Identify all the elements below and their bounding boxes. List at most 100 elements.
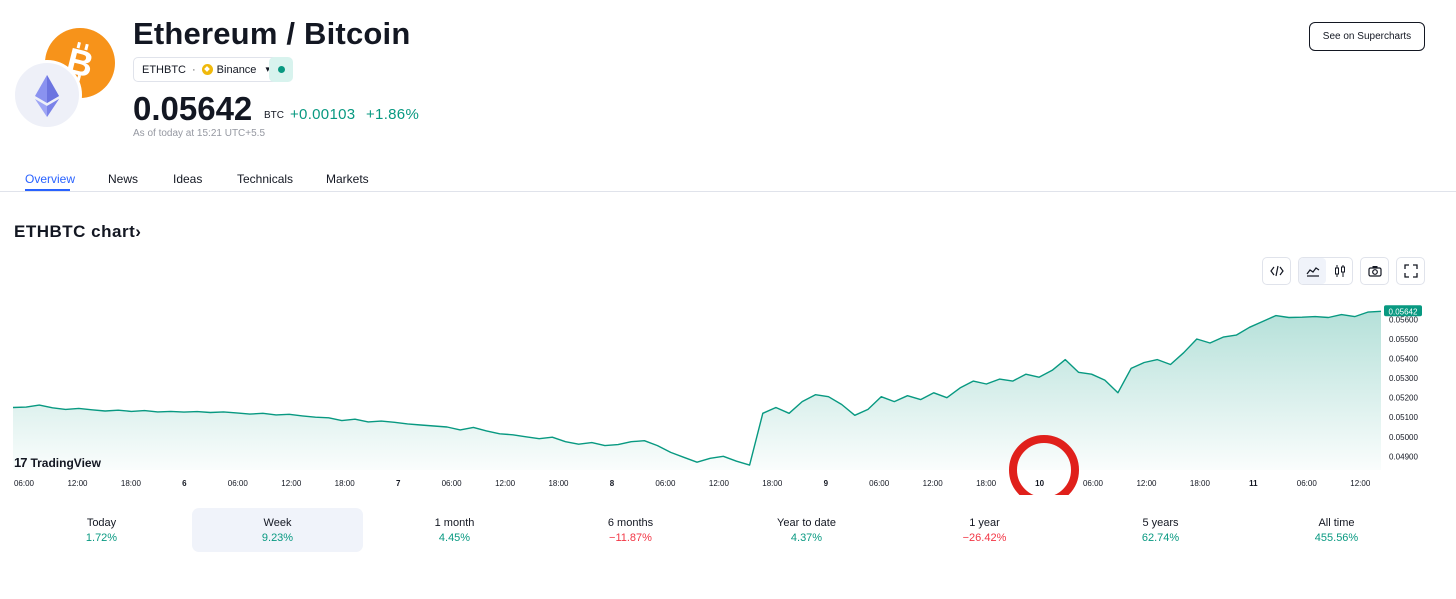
period-5-years[interactable]: 5 years 62.74%: [1075, 508, 1246, 552]
period-value: 4.45%: [438, 532, 471, 544]
last-price: 0.05642: [133, 90, 253, 127]
period-performance-bar: Today 1.72% Week 9.23% 1 month 4.45% 6 m…: [16, 508, 1441, 552]
period-1-month[interactable]: 1 month 4.45%: [369, 508, 540, 552]
camera-icon: [1367, 266, 1382, 277]
x-tick-label: 06:00: [1083, 479, 1104, 488]
x-tick-label: 9: [824, 479, 829, 488]
tab-overview[interactable]: Overview: [25, 172, 76, 186]
period-value: 4.37%: [790, 532, 823, 544]
ethereum-logo: [12, 60, 82, 130]
fullscreen-button[interactable]: [1396, 257, 1425, 285]
x-tick-label: 18:00: [762, 479, 783, 488]
x-tick-label: 06:00: [655, 479, 676, 488]
period-label: 5 years: [1142, 517, 1179, 529]
period-label: Year to date: [777, 517, 836, 529]
tab-markets[interactable]: Markets: [326, 172, 369, 186]
exchange-label: Binance: [216, 63, 257, 76]
chart-heading-link[interactable]: ETHBTC chart›: [14, 222, 141, 242]
x-tick-label: 12:00: [67, 479, 88, 488]
x-tick-label: 12:00: [923, 479, 944, 488]
x-tick-label: 18:00: [548, 479, 569, 488]
period-year-to-date[interactable]: Year to date 4.37%: [721, 508, 892, 552]
price-line: [12, 310, 1382, 466]
embed-code-button[interactable]: [1262, 257, 1291, 285]
y-tick-label: 0.05600: [1389, 316, 1418, 325]
period-label: 1 year: [969, 517, 1000, 529]
chart-heading-text: ETHBTC chart: [14, 222, 136, 241]
y-tick-label: 0.05500: [1389, 335, 1418, 344]
embed-code-icon: [1269, 265, 1284, 277]
binance-icon: [201, 64, 213, 75]
period-value: 455.56%: [1314, 532, 1359, 544]
period-value: 9.23%: [261, 532, 294, 544]
price-change-percent: +1.86%: [366, 106, 420, 123]
x-tick-label: 10: [1035, 479, 1044, 488]
x-tick-label: 6: [182, 479, 187, 488]
x-tick-label: 06:00: [1297, 479, 1318, 488]
period-6-months[interactable]: 6 months −11.87%: [545, 508, 716, 552]
fullscreen-icon: [1403, 264, 1418, 278]
x-tick-label: 18:00: [335, 479, 356, 488]
highlight-circle-annotation: [1009, 435, 1079, 495]
tab-news[interactable]: News: [108, 172, 139, 186]
period-value: 62.74%: [1141, 532, 1180, 544]
period-value: −26.42%: [962, 532, 1007, 544]
x-tick-label: 18:00: [976, 479, 997, 488]
last-price-label: 0.05642: [1389, 307, 1418, 316]
chevron-right-icon: ›: [135, 222, 142, 241]
period-value: 1.72%: [85, 532, 118, 544]
price-chart[interactable]: 0.05600 0.05500 0.05400 0.05300 0.05200 0.051…: [0, 290, 1456, 495]
period-label: 1 month: [434, 517, 475, 529]
tab-ideas[interactable]: Ideas: [173, 172, 203, 186]
x-tick-label: 18:00: [1190, 479, 1211, 488]
x-tick-label: 06:00: [228, 479, 249, 488]
market-status-dot: [278, 66, 285, 73]
active-tab-indicator: [25, 189, 70, 191]
x-tick-label: 12:00: [1136, 479, 1157, 488]
period-label: Today: [86, 517, 117, 529]
period-label: 6 months: [607, 517, 654, 529]
period-value: −11.87%: [609, 532, 652, 544]
y-tick-label: 0.05400: [1389, 355, 1418, 364]
period-label: Week: [263, 517, 292, 529]
tradingview-logo-icon: 17: [14, 455, 28, 470]
area-style-button[interactable]: [1299, 258, 1326, 284]
period-label: All time: [1318, 517, 1355, 529]
period-week[interactable]: Week 9.23%: [192, 508, 363, 552]
x-tick-label: 12:00: [1350, 479, 1371, 488]
separator: ·: [192, 63, 196, 76]
tradingview-watermark: 17 TradingView: [14, 455, 101, 470]
candles-style-button[interactable]: [1326, 258, 1353, 284]
tradingview-wordmark: TradingView: [30, 455, 101, 470]
chevron-down-icon: ▾: [265, 64, 270, 74]
x-tick-label: 06:00: [14, 479, 35, 488]
x-tick-label: 06:00: [869, 479, 890, 488]
snapshot-button[interactable]: [1360, 257, 1389, 285]
y-tick-label: 0.05200: [1389, 394, 1418, 403]
x-tick-label: 7: [396, 479, 401, 488]
y-tick-label: 0.05000: [1389, 433, 1418, 442]
area-chart-icon: [1306, 267, 1319, 277]
period-1-year[interactable]: 1 year −26.42%: [899, 508, 1070, 552]
symbol-label: ETHBTC: [142, 63, 186, 76]
period-today[interactable]: Today 1.72%: [16, 508, 187, 552]
price-timestamp: As of today at 15:21 UTC+5.5: [133, 128, 266, 139]
x-tick-label: 12:00: [709, 479, 730, 488]
symbol-exchange-selector[interactable]: ETHBTC · Binance ▾: [133, 57, 279, 82]
x-tick-label: 12:00: [281, 479, 302, 488]
chart-style-toggle: [1298, 257, 1353, 285]
x-tick-label: 18:00: [121, 479, 142, 488]
see-on-supercharts-button[interactable]: See on Supercharts: [1309, 22, 1425, 51]
x-tick-label: 12:00: [495, 479, 516, 488]
x-tick-label: 8: [610, 479, 615, 488]
price-currency: BTC: [264, 110, 284, 121]
x-tick-label: 06:00: [442, 479, 463, 488]
tab-technicals[interactable]: Technicals: [237, 172, 294, 186]
y-tick-label: 0.05300: [1389, 374, 1418, 383]
last-price-badge: [1384, 305, 1422, 317]
period-all-time[interactable]: All time 455.56%: [1251, 508, 1422, 552]
x-tick-label: 11: [1249, 479, 1258, 488]
page-title: Ethereum / Bitcoin: [133, 16, 411, 51]
market-status-badge[interactable]: [269, 57, 293, 82]
pair-logos: B: [12, 28, 122, 132]
